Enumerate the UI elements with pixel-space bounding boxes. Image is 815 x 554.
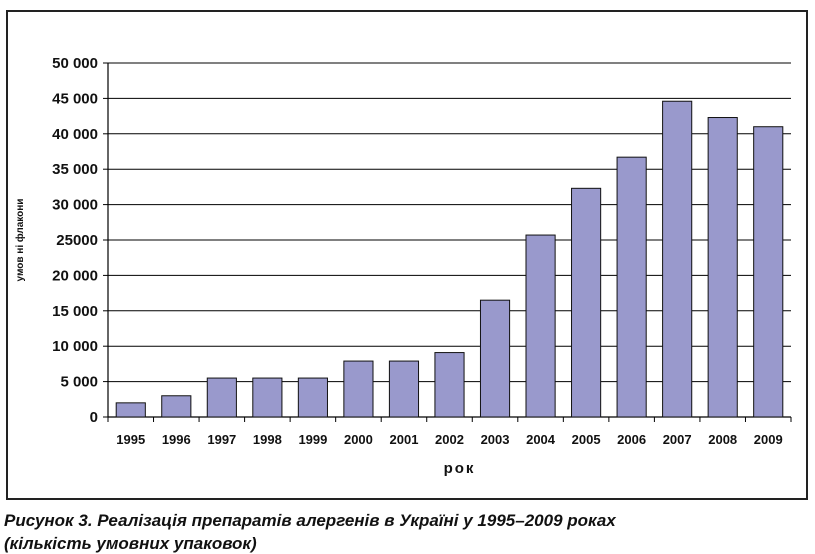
x-tick-label: 1999 xyxy=(298,432,327,447)
bar-1996 xyxy=(161,395,192,418)
y-tick-label: 40 000 xyxy=(52,126,98,143)
x-tick-label: 2005 xyxy=(572,432,601,447)
bar-2005 xyxy=(571,187,602,418)
bar-2008 xyxy=(707,117,738,418)
y-tick-label: 50 000 xyxy=(52,55,98,72)
bar-2003 xyxy=(479,299,511,418)
y-axis-title: умов ні флакони xyxy=(14,199,26,282)
y-tick-label: 25000 xyxy=(56,232,98,249)
bar-1995 xyxy=(115,402,146,418)
x-tick-label: 2002 xyxy=(435,432,464,447)
x-tick-label: 2007 xyxy=(663,432,692,447)
bar-1997 xyxy=(206,377,237,418)
x-axis-title: рок xyxy=(444,460,476,477)
x-tick-label: 2003 xyxy=(481,432,510,447)
bar-chart: 0 5 000 10 000 15 000 20 000 25000 30 000 35 00… xyxy=(14,55,792,477)
y-tick-label: 15 000 xyxy=(52,303,98,320)
y-tick-label: 35 000 xyxy=(52,161,98,178)
x-tick-label: 1998 xyxy=(253,432,282,447)
figure-caption-line2: (кількість умовних упаковок) xyxy=(4,534,257,553)
bar-2006 xyxy=(616,156,647,418)
bar-2007 xyxy=(662,100,693,418)
bar-2004 xyxy=(525,234,556,418)
x-tick-label: 1996 xyxy=(162,432,191,447)
y-tick-label: 45 000 xyxy=(52,90,98,107)
y-tick-label: 0 xyxy=(90,409,98,426)
bar-2009 xyxy=(753,126,784,418)
x-tick-label: 1995 xyxy=(116,432,145,447)
x-tick-label: 2008 xyxy=(708,432,737,447)
y-tick-label: 10 000 xyxy=(52,338,98,355)
x-tick-label: 2004 xyxy=(526,432,556,447)
y-tick-label: 20 000 xyxy=(52,267,98,284)
bar-1999 xyxy=(297,377,328,418)
y-tick-label: 30 000 xyxy=(52,197,98,214)
bar-2001 xyxy=(388,360,420,418)
y-tick-label: 5 000 xyxy=(60,374,98,391)
chart-frame: 0 5 000 10 000 15 000 20 000 25000 30 000 35 00… xyxy=(6,10,808,500)
bar-2002 xyxy=(434,352,465,418)
x-tick-label: 2006 xyxy=(617,432,646,447)
x-tick-label: 2000 xyxy=(344,432,373,447)
x-tick-label: 1997 xyxy=(207,432,236,447)
bar-2000 xyxy=(343,360,374,418)
bar-1998 xyxy=(252,377,283,418)
figure-caption-line1: Рисунок 3. Реалізація препаратів алерген… xyxy=(4,511,616,530)
x-tick-label: 2001 xyxy=(390,432,419,447)
x-tick-label: 2009 xyxy=(754,432,783,447)
